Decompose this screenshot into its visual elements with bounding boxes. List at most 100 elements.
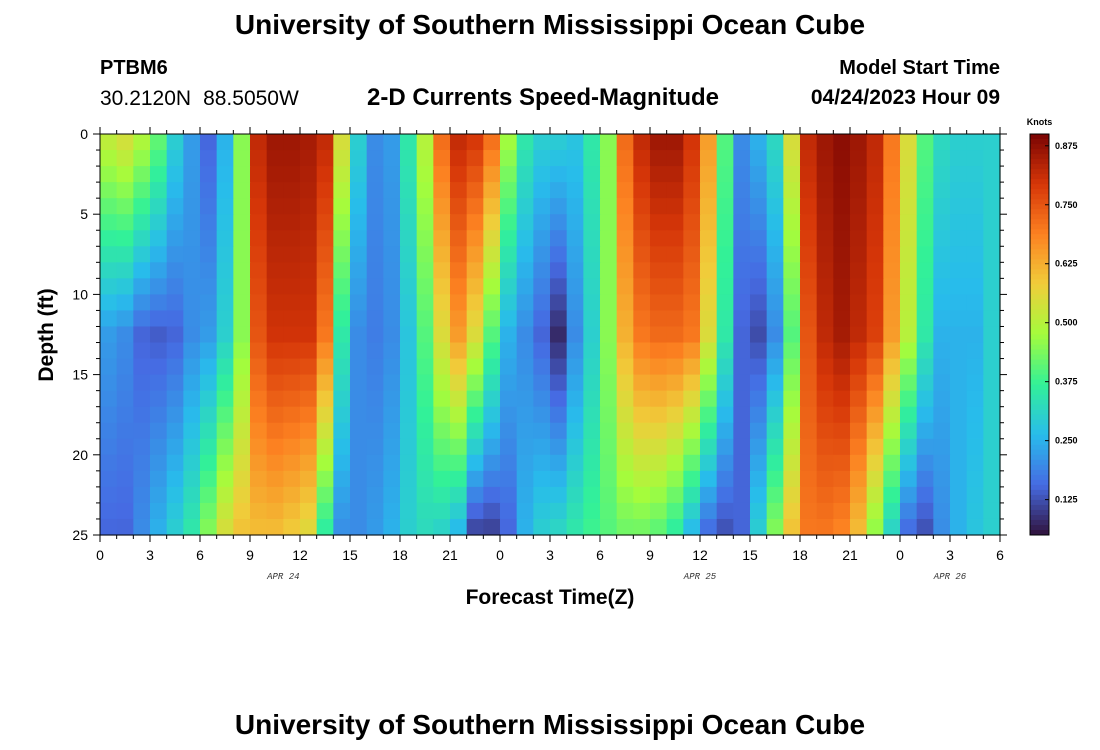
heatmap-cell	[500, 454, 518, 472]
heatmap-cell	[983, 278, 1001, 295]
heatmap-cell	[883, 406, 901, 424]
heatmap-cell	[433, 310, 451, 328]
heatmap-cell	[800, 246, 818, 263]
colorbar-segment	[1030, 349, 1049, 356]
heatmap-cell	[500, 342, 518, 360]
x-tick-label: 0	[96, 547, 104, 563]
heatmap-cell	[150, 342, 168, 360]
heatmap-cell	[100, 198, 118, 215]
heatmap-cell	[666, 518, 684, 536]
heatmap-cell	[750, 246, 768, 263]
heatmap-cell	[616, 374, 634, 392]
x-tick-label: 9	[246, 547, 254, 563]
heatmap-cell	[800, 214, 818, 231]
x-tick-label: 12	[292, 547, 308, 563]
heatmap-cell	[866, 214, 884, 231]
heatmap-cell	[250, 486, 268, 504]
heatmap-cell	[583, 214, 601, 231]
heatmap-cell	[733, 182, 751, 199]
heatmap-cell	[833, 438, 851, 456]
colorbar-segment	[1030, 514, 1049, 521]
heatmap-cell	[883, 486, 901, 504]
heatmap-cell	[316, 390, 334, 408]
heatmap-cell	[616, 438, 634, 456]
heatmap-cell	[800, 198, 818, 215]
heatmap-cell	[416, 262, 434, 279]
heatmap-cell	[783, 470, 801, 488]
heatmap-cell	[116, 230, 134, 247]
heatmap-cell	[133, 166, 151, 183]
heatmap-cell	[716, 230, 734, 247]
heatmap-cell	[133, 150, 151, 167]
heatmap-cell	[183, 358, 201, 376]
heatmap-cell	[733, 294, 751, 312]
heatmap-cell	[816, 518, 834, 536]
heatmap-cell	[733, 374, 751, 392]
heatmap-cell	[216, 150, 234, 167]
colorbar-segment	[1030, 484, 1049, 491]
heatmap-cell	[666, 406, 684, 424]
heatmap-cell	[933, 390, 951, 408]
heatmap-cell	[550, 182, 568, 199]
heatmap-cell	[450, 214, 468, 231]
heatmap-cell	[816, 166, 834, 183]
heatmap-cell	[100, 438, 118, 456]
heatmap-cell	[433, 134, 451, 151]
heatmap-cell	[150, 358, 168, 376]
heatmap-cell	[550, 134, 568, 151]
heatmap-cell	[233, 422, 251, 440]
heatmap-cell	[350, 454, 368, 472]
heatmap-cell	[166, 134, 184, 151]
heatmap-cell	[600, 358, 618, 376]
heatmap-cell	[550, 486, 568, 504]
heatmap-cell	[650, 182, 668, 199]
heatmap-cell	[333, 326, 351, 344]
heatmap-cell	[933, 326, 951, 344]
heatmap-cell	[783, 150, 801, 167]
heatmap-cell	[933, 310, 951, 328]
heatmap-cell	[916, 406, 934, 424]
heatmap-cell	[300, 438, 318, 456]
heatmap-cell	[216, 230, 234, 247]
heatmap-cell	[983, 230, 1001, 247]
heatmap-cell	[216, 342, 234, 360]
heatmap-cell	[700, 390, 718, 408]
heatmap-cell	[483, 406, 501, 424]
heatmap-cell	[366, 454, 384, 472]
heatmap-cell	[533, 406, 551, 424]
heatmap-cell	[150, 390, 168, 408]
colorbar-segment	[1030, 214, 1049, 220]
heatmap-cell	[650, 422, 668, 440]
heatmap-cell	[766, 470, 784, 488]
heatmap-cell	[983, 262, 1001, 279]
heatmap-cell	[750, 294, 768, 312]
heatmap-cell	[300, 262, 318, 279]
heatmap-cell	[350, 166, 368, 183]
heatmap-cell	[750, 278, 768, 295]
heatmap-cell	[616, 342, 634, 360]
colorbar-segment	[1030, 224, 1049, 230]
heatmap-cell	[750, 470, 768, 488]
heatmap-cell	[683, 198, 701, 215]
heatmap-cell	[783, 310, 801, 328]
heatmap-cell	[733, 390, 751, 408]
heatmap-cell	[866, 374, 884, 392]
heatmap-cell	[683, 262, 701, 279]
heatmap-cell	[716, 358, 734, 376]
heatmap-cell	[433, 470, 451, 488]
heatmap-cell	[850, 182, 868, 199]
heatmap-cell	[233, 438, 251, 456]
heatmap-cell	[650, 326, 668, 344]
heatmap-cell	[716, 390, 734, 408]
x-tick-label: 21	[842, 547, 858, 563]
heatmap-cell	[200, 310, 218, 328]
heatmap-cell	[616, 310, 634, 328]
heatmap-cell	[516, 390, 534, 408]
heatmap-cell	[200, 166, 218, 183]
heatmap-cell	[183, 422, 201, 440]
heatmap-cell	[983, 198, 1001, 215]
heatmap-cell	[133, 342, 151, 360]
heatmap-cell	[216, 246, 234, 263]
heatmap-cell	[200, 502, 218, 520]
heatmap-cell	[850, 198, 868, 215]
